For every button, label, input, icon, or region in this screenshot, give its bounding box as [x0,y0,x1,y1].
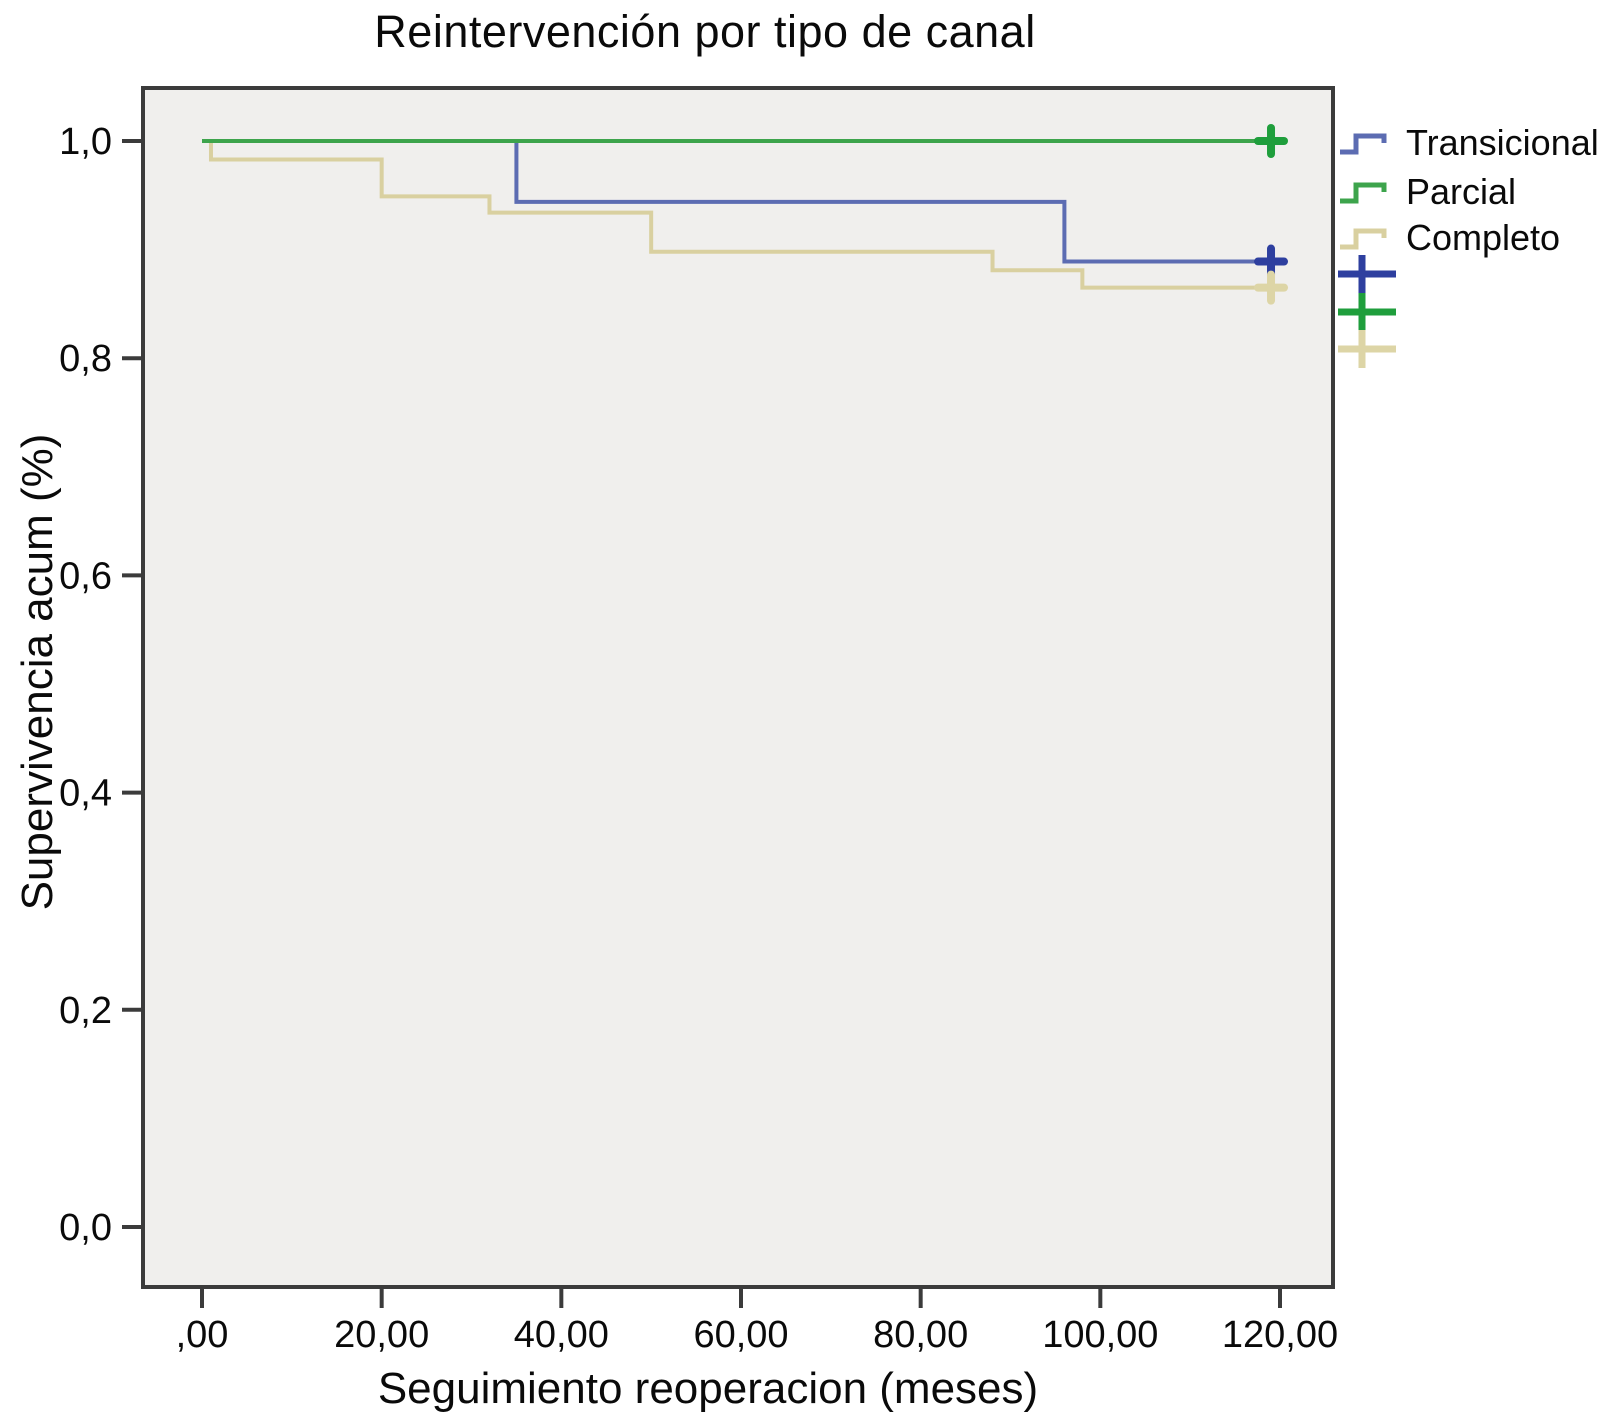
x-tick-label: 100,00 [1042,1314,1158,1356]
legend-line-icon-transicional [1340,133,1387,155]
series-line-completo [202,139,1272,290]
legend-line-icon-parcial [1340,182,1387,204]
plot-frame [141,86,1335,1289]
x-tick-label: 20,00 [334,1314,429,1356]
legend-label-parcial: Parcial [1406,171,1517,212]
x-axis-title: Seguimiento reoperacion (meses) [377,1364,1039,1413]
y-tick-label: 0,8 [59,338,112,380]
y-tick-label: 0,0 [59,1207,112,1249]
x-tick-label: 40,00 [514,1314,609,1356]
y-tick-label: 1,0 [59,121,112,163]
y-tick-label: 0,4 [59,773,112,815]
x-tick-label: ,00 [176,1314,229,1356]
x-tick-label: 120,00 [1222,1314,1338,1356]
legend-label-transicional: Transicional [1406,122,1599,163]
y-tick-label: 0,6 [59,555,112,597]
legend-line-icon-completo [1340,228,1387,250]
chart-title: Reintervención por tipo de canal [374,6,1036,57]
x-tick-label: 60,00 [693,1314,788,1356]
y-tick-label: 0,2 [59,990,112,1032]
x-tick-label: 80,00 [873,1314,968,1356]
legend-label-completo: Completo [1406,217,1561,258]
plot-background [143,88,1333,1287]
